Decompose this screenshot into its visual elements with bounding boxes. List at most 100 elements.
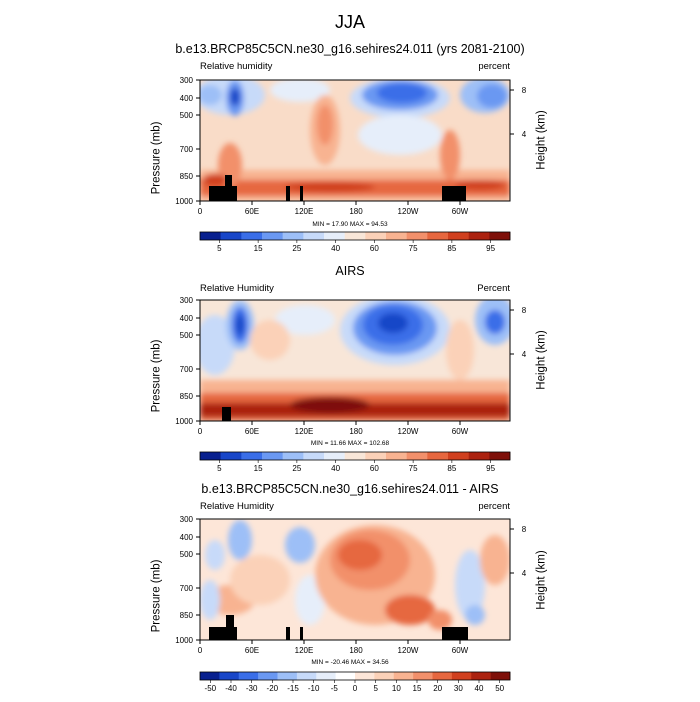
contour-field xyxy=(200,519,510,640)
colorbar-swatch xyxy=(200,452,221,460)
colorbar-label: 40 xyxy=(331,244,340,253)
colorbar-label: 40 xyxy=(475,684,484,693)
colorbar-swatch xyxy=(344,452,366,460)
colorbar-swatch xyxy=(258,672,278,680)
colorbar-label: 20 xyxy=(433,684,442,693)
y-right-tick-label: 4 xyxy=(522,569,527,578)
colorbar-swatch xyxy=(489,452,511,460)
units-label: percent xyxy=(478,61,510,72)
x-tick-label: 120W xyxy=(398,427,419,436)
colorbar-swatch xyxy=(303,232,325,240)
colorbar-swatch xyxy=(427,232,449,240)
x-tick-label: 60E xyxy=(245,427,259,436)
y-right-tick-label: 8 xyxy=(522,525,527,534)
colorbar-label: 60 xyxy=(370,464,379,473)
colorbar-swatch xyxy=(393,672,414,680)
panel-title: b.e13.BRCP85C5CN.ne30_g16.sehires24.011 … xyxy=(175,42,525,56)
colorbar-swatch xyxy=(220,232,242,240)
x-tick-label: 60W xyxy=(452,646,469,655)
colorbar-swatch xyxy=(432,672,453,680)
panel-model: b.e13.BRCP85C5CN.ne30_g16.sehires24.011 … xyxy=(0,42,700,262)
plot-border xyxy=(199,79,511,202)
y-right-tick-label: 8 xyxy=(522,306,527,315)
colorbar-swatch xyxy=(296,672,317,680)
colorbar-swatch xyxy=(490,672,511,680)
colorbar-swatch xyxy=(386,452,407,460)
colorbar-label: 5 xyxy=(217,464,222,473)
colorbar: 5 15 25 40 60 75 85 95 xyxy=(199,451,511,473)
colorbar-label: 0 xyxy=(353,684,358,693)
axes-frame: 0 60E 120E 180 120W 60W 300 400 500 700 850 1000 8 4 xyxy=(175,515,527,655)
colorbar-label: 75 xyxy=(409,464,418,473)
colorbar-swatch xyxy=(262,232,283,240)
axes-frame: 0 60E 120E 180 120W 60W 300 400 500 700 850 1000 8 4 xyxy=(175,296,527,436)
colorbar-swatch xyxy=(262,452,283,460)
x-tick-label: 180 xyxy=(349,207,363,216)
colorbar-swatch xyxy=(374,672,395,680)
plot-border xyxy=(199,518,511,641)
colorbar-swatch xyxy=(324,232,345,240)
colorbar-swatch xyxy=(468,232,490,240)
y-tick-label: 1000 xyxy=(175,197,193,206)
stats-label: MIN = -20.46 MAX = 34.56 xyxy=(311,659,389,666)
colorbar-label: 25 xyxy=(292,244,301,253)
colorbar-swatch xyxy=(471,672,491,680)
x-tick-label: 180 xyxy=(349,427,363,436)
variable-label: Relative humidity xyxy=(200,61,273,72)
colorbar-swatch xyxy=(365,452,387,460)
x-tick-label: 0 xyxy=(198,207,203,216)
colorbar-swatch xyxy=(451,672,472,680)
colorbar-label: -40 xyxy=(225,684,237,693)
y-right-tick-label: 4 xyxy=(522,350,527,359)
colorbar-label: 60 xyxy=(370,244,379,253)
panel-difference: b.e13.BRCP85C5CN.ne30_g16.sehires24.011 … xyxy=(0,482,700,702)
x-tick-label: 60W xyxy=(452,427,469,436)
y-tick-label: 850 xyxy=(180,611,194,620)
colorbar-swatch xyxy=(277,672,298,680)
colorbar-swatch xyxy=(219,672,240,680)
colorbar-swatch xyxy=(200,672,220,680)
y-tick-label: 700 xyxy=(180,584,194,593)
x-tick-label: 120W xyxy=(398,207,419,216)
panel-title: b.e13.BRCP85C5CN.ne30_g16.sehires24.011 … xyxy=(201,482,499,496)
contour-field xyxy=(200,80,510,201)
colorbar: -50 -40 -30 -20 -15 -10 -5 0 5 10 15 20 30 40 50 xyxy=(199,671,511,693)
y-tick-label: 700 xyxy=(180,145,194,154)
colorbar-label: 95 xyxy=(486,464,495,473)
colorbar-label: 85 xyxy=(447,244,456,253)
colorbar-label: 30 xyxy=(454,684,463,693)
x-tick-label: 120E xyxy=(295,427,314,436)
colorbar-label: 15 xyxy=(254,464,263,473)
colorbar-label: 10 xyxy=(392,684,401,693)
colorbar-swatch xyxy=(406,232,428,240)
colorbar-label: -10 xyxy=(308,684,320,693)
y-tick-label: 300 xyxy=(180,76,194,85)
colorbar-label: 15 xyxy=(413,684,422,693)
panel-airs: AIRS Relative Humidity Percent Pressure … xyxy=(0,262,700,482)
colorbar-swatch xyxy=(335,672,356,680)
colorbar-swatch xyxy=(489,232,511,240)
colorbar-swatch xyxy=(220,452,242,460)
colorbar-swatch xyxy=(344,232,366,240)
y-tick-label: 400 xyxy=(180,314,194,323)
colorbar-swatch xyxy=(200,232,221,240)
colorbar-label: -30 xyxy=(246,684,258,693)
colorbar-swatch xyxy=(448,232,469,240)
axes-frame: 0 60E 120E 180 120W 60W 300 400 500 700 850 1000 8 4 xyxy=(175,76,527,216)
colorbar-swatch xyxy=(241,232,263,240)
colorbar-swatch xyxy=(303,452,325,460)
colorbar-swatch xyxy=(427,452,449,460)
panel-title: AIRS xyxy=(335,264,365,278)
stats-label: MIN = 11.66 MAX = 102.68 xyxy=(310,440,390,447)
x-tick-label: 60E xyxy=(245,207,259,216)
colorbar-swatch xyxy=(238,672,259,680)
colorbar-border xyxy=(199,231,511,241)
stats-label: MIN = 17.90 MAX = 94.53 xyxy=(312,221,388,228)
x-tick-label: 60W xyxy=(452,207,469,216)
x-tick-label: 120W xyxy=(398,646,419,655)
y-tick-label: 300 xyxy=(180,296,194,305)
colorbar-label: 25 xyxy=(292,464,301,473)
y-right-tick-label: 4 xyxy=(522,130,527,139)
y-tick-label: 850 xyxy=(180,392,194,401)
